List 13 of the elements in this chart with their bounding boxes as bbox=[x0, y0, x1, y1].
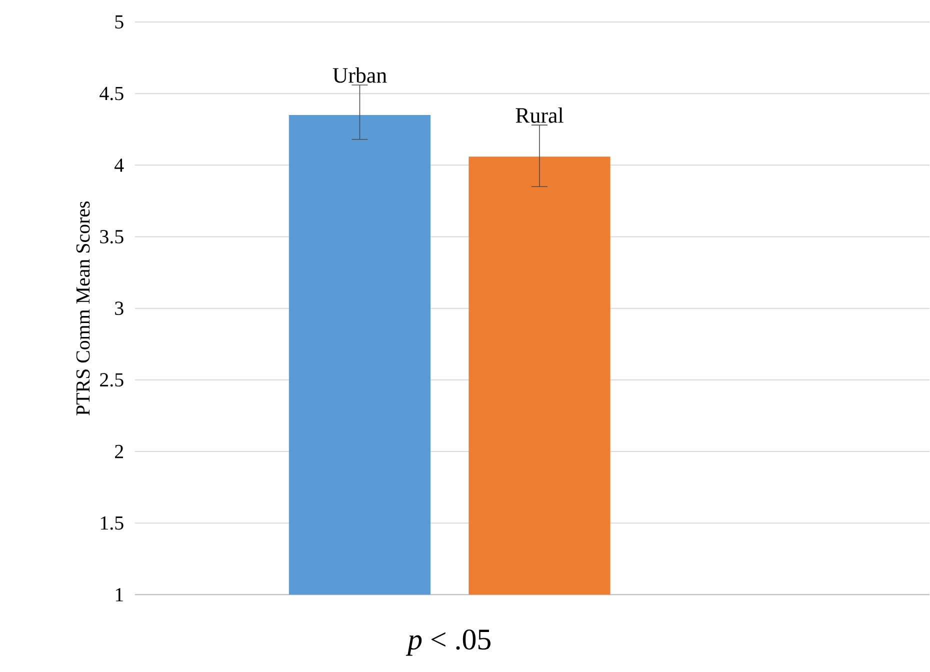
y-axis-title: PTRS Comm Mean Scores bbox=[76, 202, 90, 416]
text: p < .05 bbox=[406, 630, 490, 656]
y-tick-label: 5 bbox=[115, 16, 124, 29]
y-tick-label: 1.5 bbox=[100, 516, 124, 530]
y-tick-label: 4.5 bbox=[100, 87, 124, 100]
y-tick-label: 3.5 bbox=[100, 230, 124, 244]
y-tick-label: 2.5 bbox=[100, 373, 124, 387]
y-tick-label: 1 bbox=[116, 588, 123, 602]
y-tick-label: 3 bbox=[115, 302, 124, 316]
series-label: Urban bbox=[332, 68, 387, 83]
series-label: Rural bbox=[516, 108, 564, 124]
y-tick-label: 2 bbox=[115, 445, 123, 458]
y-tick-label: 4 bbox=[114, 158, 124, 172]
